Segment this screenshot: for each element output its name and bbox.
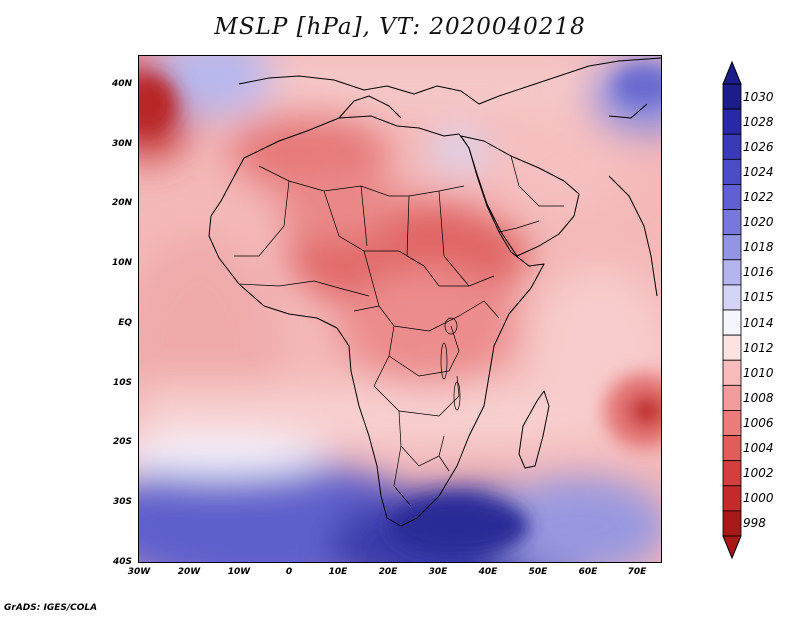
colorbar-segment bbox=[722, 284, 742, 311]
colorbar-segment bbox=[722, 133, 742, 160]
lat-tick-label: 40N bbox=[111, 79, 132, 89]
lon-tick-label: 40E bbox=[478, 567, 498, 577]
lon-tick-label: 30W bbox=[127, 567, 151, 577]
lat-tick-label: 10N bbox=[111, 258, 132, 268]
lon-tick-label: 0 bbox=[285, 567, 293, 577]
colorbar-segment bbox=[722, 435, 742, 462]
lon-tick-label: 10E bbox=[328, 567, 348, 577]
colorbar-segment bbox=[722, 359, 742, 386]
colorbar-tick-label: 1028 bbox=[743, 114, 774, 129]
colorbar-bottom-arrow bbox=[722, 535, 742, 560]
colorbar-tick-label: 1002 bbox=[743, 466, 774, 481]
colorbar-tick-label: 1022 bbox=[743, 190, 774, 204]
colorbar-tick-label: 1006 bbox=[743, 416, 774, 430]
colorbar-segment bbox=[722, 234, 742, 261]
colorbar-tick-label: 1030 bbox=[743, 89, 774, 104]
colorbar-tick-label: 1012 bbox=[743, 340, 774, 355]
colorbar-tick-label: 1020 bbox=[743, 215, 774, 230]
colorbar-tick-label: 1018 bbox=[743, 240, 774, 255]
colorbar-tick-label: 1026 bbox=[743, 139, 774, 154]
lon-tick-label: 10W bbox=[227, 567, 251, 577]
colorbar-segment bbox=[722, 485, 742, 512]
lon-tick-label: 70E bbox=[627, 567, 647, 577]
lat-tick-label: EQ bbox=[118, 318, 132, 328]
colorbar-segment bbox=[722, 184, 742, 210]
colorbar-tick-label: 1015 bbox=[743, 290, 774, 305]
colorbar-segment bbox=[722, 410, 742, 436]
colorbar-segment bbox=[722, 384, 742, 411]
lat-tick-label: 20S bbox=[112, 437, 132, 447]
footer-credit: GrADS: IGES/COLA bbox=[4, 603, 98, 613]
colorbar-segment bbox=[722, 209, 742, 236]
colorbar-tick-label: 1008 bbox=[743, 390, 774, 405]
lat-tick-label: 30S bbox=[112, 497, 132, 507]
pressure-field bbox=[139, 56, 661, 562]
lon-tick-label: 50E bbox=[528, 567, 548, 577]
lon-tick-label: 20E bbox=[378, 567, 398, 577]
lat-tick-label: 10S bbox=[112, 378, 132, 388]
colorbar-segment bbox=[722, 460, 742, 487]
colorbar-segment bbox=[722, 334, 742, 361]
lat-tick-label: 30N bbox=[111, 139, 132, 149]
colorbar-tick-label: 1024 bbox=[743, 164, 774, 179]
chart-title: MSLP [hPa], VT: 2020040218 bbox=[214, 14, 586, 40]
colorbar-tick-label: 1016 bbox=[743, 265, 774, 280]
colorbar bbox=[722, 60, 742, 560]
colorbar-tick-label: 1004 bbox=[743, 441, 774, 456]
colorbar-tick-label: 1000 bbox=[743, 491, 774, 506]
lat-tick-label: 20N bbox=[111, 198, 132, 208]
lon-tick-label: 30E bbox=[428, 567, 448, 577]
lat-tick-label: 40S bbox=[112, 557, 132, 567]
colorbar-segment bbox=[722, 83, 742, 110]
colorbar-segment bbox=[722, 108, 742, 135]
colorbar-segment bbox=[722, 510, 742, 537]
country-borders bbox=[234, 155, 564, 507]
mslp-map bbox=[138, 55, 662, 563]
coastlines bbox=[208, 57, 661, 527]
colorbar-segment bbox=[722, 259, 742, 286]
colorbar-tick-label: 998 bbox=[743, 516, 766, 531]
lon-tick-label: 20W bbox=[177, 567, 201, 577]
colorbar-segment bbox=[722, 309, 742, 336]
colorbar-tick-label: 1014 bbox=[743, 315, 774, 330]
lon-tick-label: 60E bbox=[578, 567, 598, 577]
colorbar-tick-label: 1010 bbox=[743, 365, 774, 380]
colorbar-top-arrow bbox=[722, 60, 742, 85]
colorbar-segment bbox=[722, 158, 742, 185]
